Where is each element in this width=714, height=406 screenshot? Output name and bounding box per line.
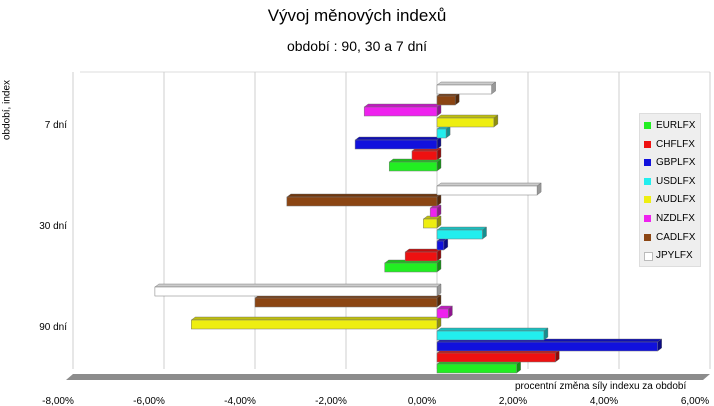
bar-front [423, 218, 438, 229]
x-tick-label: 4,00% [590, 396, 618, 406]
x-tick-label: -6,00% [133, 396, 165, 406]
bar [354, 136, 442, 150]
legend-label: USDLFX [656, 175, 696, 187]
bar [254, 294, 442, 308]
legend: EURLFX CHFLFX GBPLFX USDLFX AUDLFX NZDLFX CADL… [639, 113, 701, 267]
legend-label: EURLFX [656, 120, 696, 131]
legend-label: JPYLFX [656, 250, 693, 262]
legend-swatch [644, 159, 651, 167]
legend-label: CHFLFX [656, 138, 695, 150]
category-label: 30 dní [39, 221, 67, 232]
bar [436, 305, 453, 319]
bar-front [436, 363, 517, 374]
bar-front [436, 117, 495, 128]
bar-front [286, 196, 438, 207]
legend-swatch [644, 252, 653, 262]
bar [411, 147, 442, 161]
bar-front [404, 251, 438, 262]
bar [436, 81, 497, 95]
legend-swatch [644, 196, 651, 204]
bar-top [404, 248, 442, 253]
bar-front [388, 161, 438, 172]
category-label: 7 dní [45, 120, 67, 131]
bar [404, 248, 442, 262]
bar-top [190, 316, 442, 321]
bar [436, 125, 451, 139]
bar [436, 92, 460, 106]
legend-label: GBPLFX [656, 157, 696, 169]
bar-top [436, 81, 497, 86]
bar-top [286, 193, 442, 198]
bar [436, 338, 663, 352]
bar [436, 114, 499, 128]
chart-floor [66, 374, 710, 380]
legend-swatch [644, 122, 651, 129]
x-axis-title: procentní změna síly indexu za období [515, 381, 687, 392]
legend-swatch [644, 177, 651, 185]
bar-top [363, 103, 442, 108]
bar-top [354, 136, 442, 141]
legend-label: AUDLFX [656, 194, 696, 206]
category-label: 90 dní [39, 322, 67, 333]
bar [436, 327, 549, 341]
bar-front [363, 106, 438, 117]
legend-swatch [644, 233, 651, 241]
bar [429, 204, 442, 218]
legend-swatch [644, 140, 651, 148]
bar [190, 316, 442, 330]
bar [436, 360, 522, 374]
bar-front [436, 95, 456, 106]
bar [363, 103, 442, 117]
bar [154, 283, 442, 297]
bar [384, 259, 442, 273]
bar [436, 237, 449, 251]
legend-label: NZDLFX [656, 213, 695, 224]
bar-front [254, 297, 438, 308]
bar [388, 158, 442, 172]
bar-front [429, 207, 438, 218]
bar-front [436, 185, 538, 196]
bar-top [436, 114, 499, 119]
x-tick-label: 2,00% [499, 396, 527, 406]
chart-subtitle: období : 90, 30 a 7 dní [286, 38, 428, 54]
bar-front [154, 286, 438, 297]
legend-swatch [644, 215, 651, 222]
bar-front [436, 240, 445, 251]
bar-front [384, 262, 438, 273]
x-tick-label: 6,00% [681, 396, 709, 406]
bar [422, 215, 442, 229]
bar-front [436, 229, 483, 240]
bar-front [411, 150, 438, 161]
chart-title: Vývoj měnových indexů [267, 6, 447, 25]
bar-front [436, 330, 545, 341]
x-tick-label: 0,00% [408, 396, 436, 406]
bar-front [436, 84, 492, 95]
bar-front [436, 352, 556, 363]
bar-front [436, 128, 447, 139]
bar-top [154, 283, 442, 288]
bar [436, 349, 560, 363]
bar [436, 226, 488, 240]
bar-front [191, 319, 438, 330]
x-tick-label: -8,00% [42, 396, 74, 406]
bar-top [436, 182, 542, 187]
x-tick-label: -4,00% [224, 396, 256, 406]
x-tick-label: -2,00% [315, 396, 347, 406]
bar-top [436, 226, 488, 231]
bar-front [436, 341, 658, 352]
legend-label: CADLFX [656, 231, 696, 243]
bar-top [436, 327, 549, 332]
bar [436, 182, 542, 196]
bar-front [354, 139, 438, 150]
bar [286, 193, 442, 207]
bar-front [436, 308, 449, 319]
